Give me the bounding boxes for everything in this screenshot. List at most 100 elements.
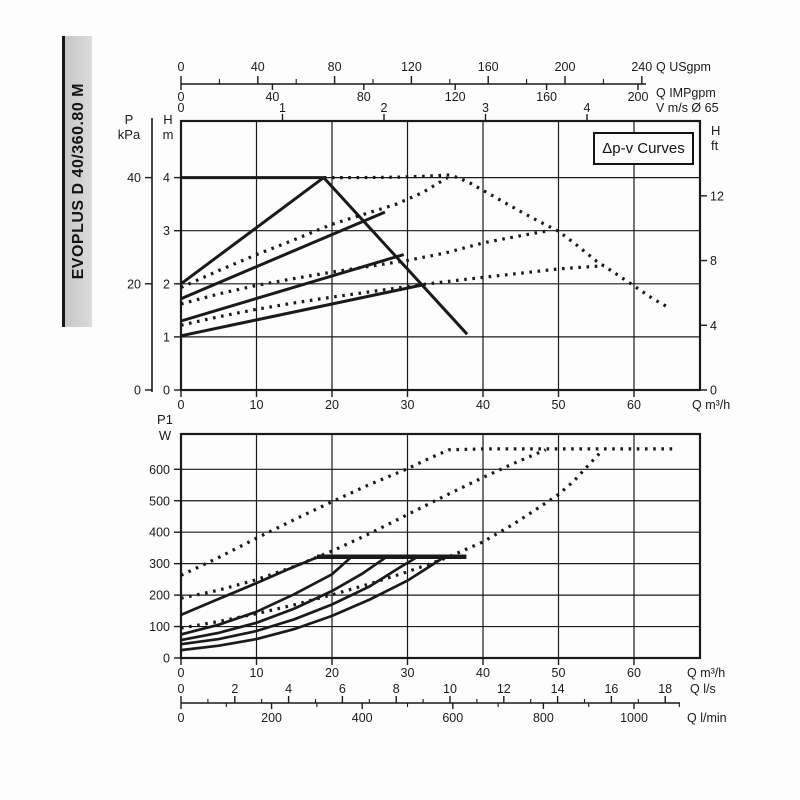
legend-label: Δp-v Curves xyxy=(602,140,685,157)
svg-text:40: 40 xyxy=(476,398,490,412)
svg-text:Q IMPgpm: Q IMPgpm xyxy=(656,86,716,100)
svg-text:240: 240 xyxy=(631,60,652,74)
top-chart-impgpm-axis: 0 40 80 120 160 200 Q IMPgpm xyxy=(178,84,716,104)
svg-text:3: 3 xyxy=(163,224,170,238)
svg-text:500: 500 xyxy=(149,494,170,508)
legend-box: Δp-v Curves xyxy=(593,132,694,165)
svg-text:40: 40 xyxy=(251,60,265,74)
svg-text:m: m xyxy=(163,127,174,142)
svg-text:400: 400 xyxy=(149,526,170,540)
svg-text:kPa: kPa xyxy=(118,127,141,142)
svg-text:12: 12 xyxy=(497,682,511,696)
svg-text:ft: ft xyxy=(711,138,719,153)
svg-text:120: 120 xyxy=(445,90,466,104)
bottom-chart-solid-curves xyxy=(180,554,467,652)
svg-text:30: 30 xyxy=(401,398,415,412)
svg-text:0: 0 xyxy=(178,666,185,680)
svg-text:Q USgpm: Q USgpm xyxy=(656,60,711,74)
svg-text:12: 12 xyxy=(710,189,724,203)
svg-text:160: 160 xyxy=(536,90,557,104)
svg-text:2: 2 xyxy=(231,682,238,696)
svg-text:200: 200 xyxy=(555,60,576,74)
svg-text:50: 50 xyxy=(552,666,566,680)
svg-text:0: 0 xyxy=(163,384,170,398)
svg-text:H: H xyxy=(163,112,172,127)
svg-text:0: 0 xyxy=(178,711,185,725)
svg-text:0: 0 xyxy=(134,384,141,398)
svg-text:200: 200 xyxy=(628,90,649,104)
svg-text:40: 40 xyxy=(265,90,279,104)
svg-text:80: 80 xyxy=(357,90,371,104)
svg-text:16: 16 xyxy=(604,682,618,696)
svg-text:80: 80 xyxy=(328,60,342,74)
svg-text:14: 14 xyxy=(551,682,565,696)
svg-text:0: 0 xyxy=(710,384,717,398)
svg-text:800: 800 xyxy=(533,711,554,725)
svg-text:0: 0 xyxy=(178,101,185,115)
svg-text:30: 30 xyxy=(401,666,415,680)
svg-text:0: 0 xyxy=(178,90,185,104)
top-chart-border xyxy=(179,119,702,392)
svg-text:20: 20 xyxy=(325,666,339,680)
svg-text:120: 120 xyxy=(401,60,422,74)
svg-text:0: 0 xyxy=(178,60,185,74)
svg-text:50: 50 xyxy=(552,398,566,412)
model-tab: EVOPLUS D 40/360.80 M xyxy=(62,36,92,327)
top-chart-dotted-curves xyxy=(180,173,670,327)
svg-text:4: 4 xyxy=(163,171,170,185)
svg-text:Q l/min: Q l/min xyxy=(687,711,727,725)
svg-text:8: 8 xyxy=(393,682,400,696)
svg-text:8: 8 xyxy=(710,254,717,268)
svg-text:18: 18 xyxy=(658,682,672,696)
svg-text:10: 10 xyxy=(443,682,457,696)
bottom-chart-w-axis: 0 100 200 300 400 500 600 P1W xyxy=(149,412,181,666)
svg-text:Q m³/h: Q m³/h xyxy=(692,398,730,412)
svg-text:20: 20 xyxy=(325,398,339,412)
svg-text:10: 10 xyxy=(250,398,264,412)
svg-text:10: 10 xyxy=(250,666,264,680)
svg-text:V m/s Ø 65: V m/s Ø 65 xyxy=(656,101,719,115)
svg-text:40: 40 xyxy=(476,666,490,680)
bottom-chart-dotted-curves xyxy=(180,447,676,630)
svg-text:P1: P1 xyxy=(157,412,173,427)
svg-text:600: 600 xyxy=(149,463,170,477)
bottom-chart-x-axis: 0 10 20 30 40 50 60 Q m³/h xyxy=(178,658,725,680)
svg-text:200: 200 xyxy=(149,589,170,603)
svg-text:1: 1 xyxy=(279,101,286,115)
bottom-chart-ls-lmin-axis: 0 2 4 6 8 10 12 14 16 18 Q l/s 0 200 400 600 800 1000 Q l… xyxy=(178,682,727,725)
svg-text:20: 20 xyxy=(127,277,141,291)
svg-text:2: 2 xyxy=(163,277,170,291)
top-chart-velocity-axis: 0 1 2 3 4 V m/s Ø 65 xyxy=(178,101,719,121)
svg-text:600: 600 xyxy=(442,711,463,725)
svg-text:40: 40 xyxy=(127,171,141,185)
svg-text:100: 100 xyxy=(149,620,170,634)
svg-text:0: 0 xyxy=(163,652,170,666)
svg-text:1: 1 xyxy=(163,330,170,344)
top-chart-h-m-axis: 0 1 2 3 4 Hm xyxy=(163,112,181,398)
top-chart-usgpm-axis: 0 40 80 120 160 200 240 Q USgpm xyxy=(178,60,711,85)
svg-text:H: H xyxy=(711,123,720,138)
svg-text:6: 6 xyxy=(339,682,346,696)
bottom-chart-border xyxy=(179,432,702,660)
svg-text:200: 200 xyxy=(261,711,282,725)
svg-text:Q m³/h: Q m³/h xyxy=(687,666,725,680)
svg-text:0: 0 xyxy=(178,398,185,412)
svg-text:W: W xyxy=(159,428,172,443)
svg-text:60: 60 xyxy=(627,666,641,680)
svg-text:4: 4 xyxy=(285,682,292,696)
svg-text:4: 4 xyxy=(710,319,717,333)
svg-text:3: 3 xyxy=(482,101,489,115)
svg-text:60: 60 xyxy=(627,398,641,412)
top-chart-h-ft-axis: 0 4 8 12 Hft xyxy=(700,123,724,398)
svg-text:160: 160 xyxy=(478,60,499,74)
top-chart-grid xyxy=(181,121,700,390)
svg-text:1000: 1000 xyxy=(620,711,648,725)
svg-text:4: 4 xyxy=(584,101,591,115)
svg-text:Q l/s: Q l/s xyxy=(690,682,716,696)
svg-text:0: 0 xyxy=(178,682,185,696)
svg-text:400: 400 xyxy=(352,711,373,725)
top-chart-x-axis: 0 10 20 30 40 50 60 Q m³/h xyxy=(178,390,730,412)
